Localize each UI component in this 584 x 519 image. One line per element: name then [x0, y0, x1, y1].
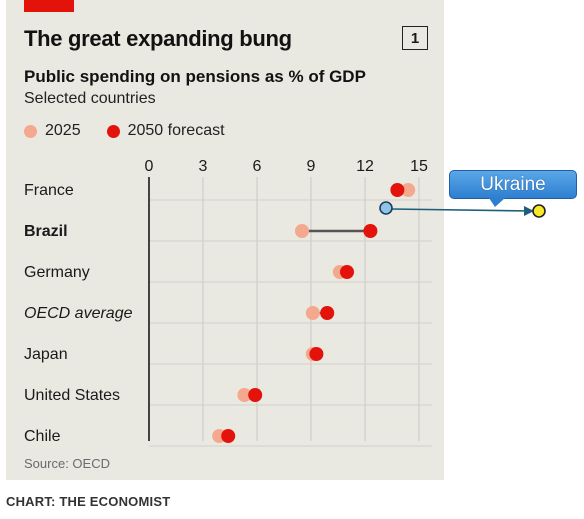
legend-dot-2025: [24, 124, 37, 138]
dot-2050-france: [390, 183, 405, 197]
chart-title: The great expanding bung: [24, 26, 292, 51]
ukraine-arrow-head: [524, 206, 534, 216]
row-label-brazil: Brazil: [24, 223, 68, 240]
chart-subtitle: Public spending on pensions as % of GDP: [24, 67, 366, 86]
dot-2050-oecd-average: [320, 306, 335, 320]
dot-2025-brazil: [295, 224, 309, 238]
dot-2050-japan: [309, 347, 324, 361]
legend-item-2050: 2050 forecast: [106, 122, 225, 140]
row-label-france: France: [24, 182, 74, 199]
x-tick-label-6: 6: [253, 158, 262, 175]
chart-credit: CHART: THE ECONOMIST: [6, 494, 171, 509]
chart-source: Source: OECD: [24, 456, 110, 471]
legend-item-2025: 2025: [24, 122, 81, 140]
x-tick-label-0: 0: [145, 158, 154, 175]
row-label-oecd-average: OECD average: [24, 305, 133, 322]
dot-2050-chile: [221, 429, 236, 443]
row-label-chile: Chile: [24, 428, 61, 445]
legend-label-2025: 2025: [45, 122, 81, 139]
brand-tag: [24, 0, 74, 12]
row-label-united-states: United States: [24, 387, 120, 404]
x-tick-label-3: 3: [199, 158, 208, 175]
legend-dot-2050: [106, 124, 120, 138]
dot-2050-united-states: [248, 388, 263, 402]
dot-2050-germany: [340, 265, 354, 279]
x-tick-label-15: 15: [410, 158, 428, 175]
legend-label-2050: 2050 forecast: [127, 122, 225, 139]
ukraine-callout-tail: [489, 198, 505, 207]
row-label-japan: Japan: [24, 346, 68, 363]
dot-2050-brazil: [363, 224, 378, 238]
dot-2025-france: [401, 183, 416, 197]
ukraine-callout: Ukraine: [449, 170, 577, 199]
dot-2025-united-states: [237, 388, 252, 402]
x-tick-label-9: 9: [307, 158, 316, 175]
chart-subtitle-secondary: Selected countries: [24, 90, 156, 107]
x-tick-label-12: 12: [356, 158, 374, 175]
ukraine-marker-end: [532, 204, 546, 218]
ukraine-marker-start: [379, 201, 393, 215]
chart-panel: [6, 0, 444, 480]
row-label-germany: Germany: [24, 264, 90, 281]
ukraine-arrow-line: [390, 208, 533, 212]
chart-legend: 2025 2050 forecast: [24, 122, 251, 140]
dot-2025-oecd-average: [305, 306, 320, 320]
chart-number-badge: 1: [402, 26, 428, 50]
